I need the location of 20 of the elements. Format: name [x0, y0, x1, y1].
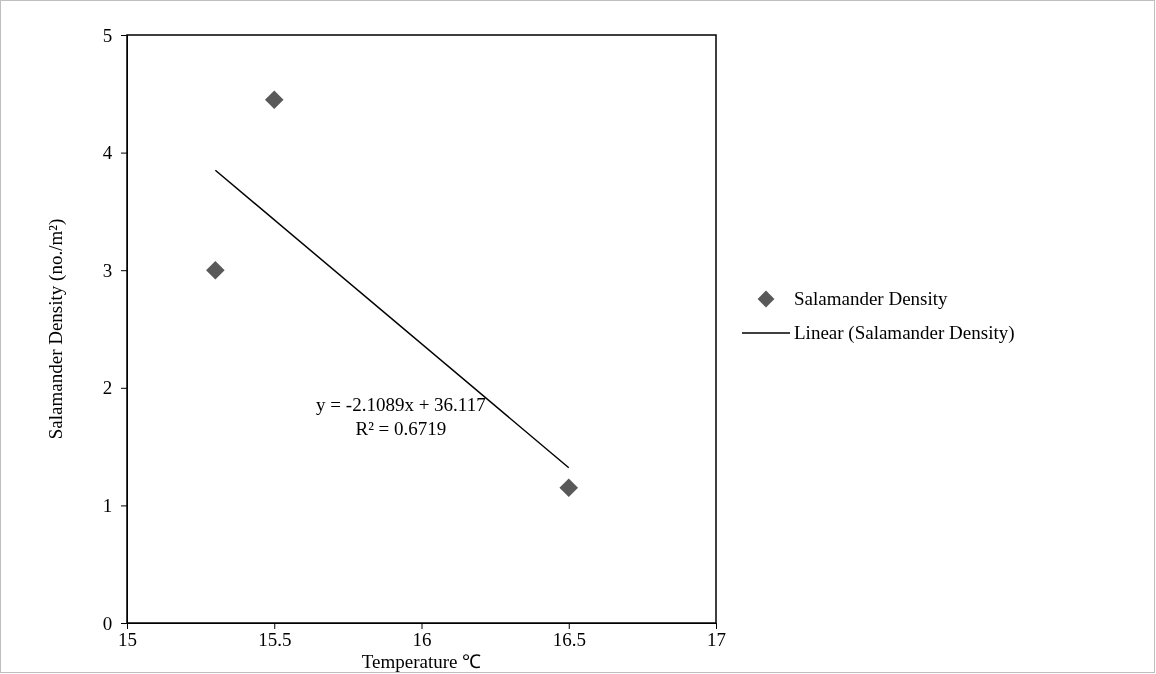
y-tick-label: 5 [102, 24, 113, 46]
point [264, 90, 284, 109]
y-tick-label: 4 [102, 142, 113, 164]
point [206, 260, 225, 280]
annotation: R² = 0.6719 [355, 418, 447, 440]
legend-label: Linear (Salamander Density) [794, 322, 1015, 344]
annotation: y = -2.1089x + 36.117 [316, 394, 486, 416]
legend-label: Salamander Density [794, 288, 949, 309]
x-tick-label: 17 [707, 629, 726, 651]
x-tick-label: 16.5 [552, 629, 586, 651]
x-axis-title: Temperature ℃ [361, 651, 482, 672]
y-tick-label: 3 [102, 259, 113, 281]
y-tick-label: 1 [102, 494, 113, 516]
x-tick-label: 16 [412, 629, 432, 651]
x-tick-label: 15 [118, 629, 137, 651]
y-tick-label: 2 [102, 377, 113, 399]
y-axis-title: Salamander Density (no./m²) [45, 218, 67, 440]
point [559, 478, 579, 498]
y-tick-label: 0 [102, 612, 113, 634]
x-tick-label: 15.5 [258, 629, 292, 651]
